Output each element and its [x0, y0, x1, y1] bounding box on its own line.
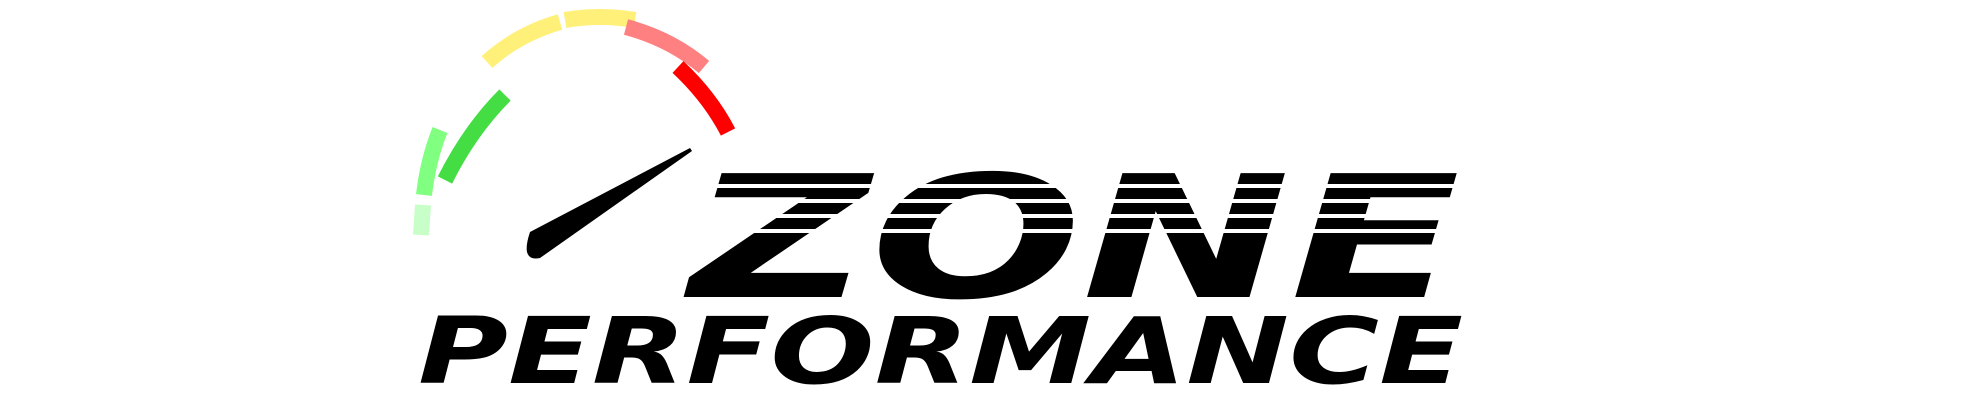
gauge-segment [437, 89, 511, 184]
gauge-segment [416, 127, 448, 196]
gauge [413, 9, 736, 236]
logo-word-zone: ZONE [683, 140, 1460, 338]
gauge-segment [672, 61, 736, 136]
logo-word-performance: PERFORMANCE [418, 298, 1463, 405]
gauge-segment [623, 19, 710, 74]
gauge-segment [413, 204, 431, 236]
gauge-needle [526, 148, 692, 259]
gauge-segment [563, 9, 637, 28]
gauge-segment [481, 14, 563, 69]
stripes [650, 184, 1480, 233]
